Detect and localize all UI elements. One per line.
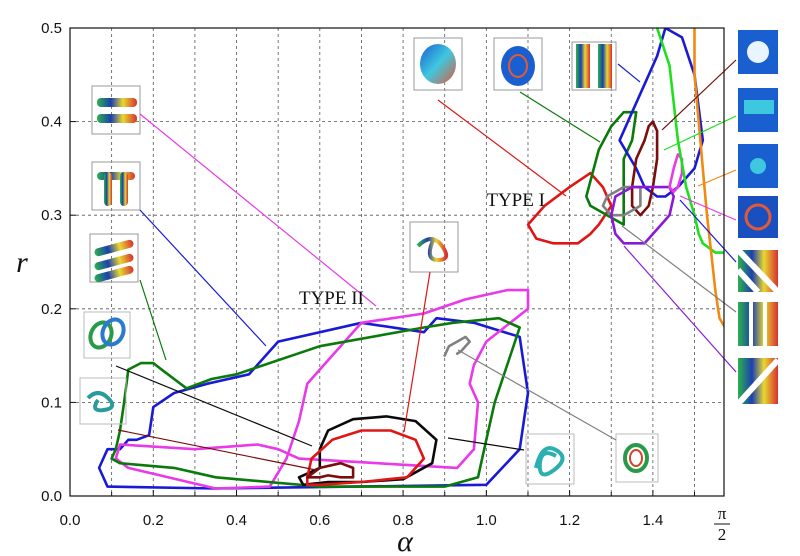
thumbnail-crossed-tubes [89, 233, 139, 283]
series-curve-8 [585, 110, 638, 226]
arrow-gray-type1 [621, 225, 737, 313]
thumbnail-tangled [409, 221, 459, 273]
arrow-red-type1 [437, 99, 567, 197]
arrow-magenta-type1 [679, 195, 737, 221]
x-tick-label: 1.0 [476, 512, 497, 529]
arrow-magenta-type2 [139, 113, 377, 307]
y-tick-label: 0.2 [41, 301, 62, 318]
arrow-green-type2 [139, 279, 167, 361]
y-axis-title: r [16, 246, 28, 279]
axis-ticks [69, 27, 696, 497]
thumbnail-trefoil [525, 433, 575, 485]
series-curve-10 [630, 120, 659, 217]
x-tick-label: 1.4 [642, 512, 663, 529]
series-curve-3 [297, 415, 438, 487]
arrow-green-type1 [519, 91, 601, 143]
arrow-black-type2 [115, 365, 313, 447]
arrow-black-knot [447, 437, 525, 451]
grid-lines [70, 28, 724, 496]
arrow-purple-type1 [623, 245, 737, 373]
thumbnail-diagonal-stripes-2 [735, 357, 781, 407]
series-curve-4 [306, 429, 426, 487]
series-curve-11 [601, 185, 642, 217]
thumbnail-knot-small [79, 377, 127, 425]
arrow-orange-type1 [697, 169, 737, 187]
x-tick-label: 0.4 [226, 512, 247, 529]
region-label-0: TYPE II [299, 288, 364, 309]
arrow-blue-type2 [139, 209, 267, 347]
x-tick-label: 0.2 [143, 512, 164, 529]
thumbnail-tubes-horizontal [91, 85, 141, 135]
x-tick-label: 1.2 [559, 512, 580, 529]
arrow-blue-type1 [617, 63, 641, 83]
region-label-1: TYPE I [486, 190, 545, 211]
thumbnail-cube-pores [738, 196, 778, 238]
arrow-red-type2 [403, 271, 431, 433]
arrow-blue2-type1 [679, 199, 737, 263]
tick-labels: 0.0 0.1 0.2 0.3 0.4 0.5 0.0 0.2 0.4 0.6 0.8 1.0 1.2 1… [41, 20, 663, 529]
thumbnail-cylinder-noisy [413, 37, 463, 91]
thumbnail-cube-channel [738, 88, 778, 132]
thumbnail-pi-tubes [91, 161, 141, 211]
series-curve-9 [618, 28, 705, 198]
arrow-darkred-type2 [117, 429, 317, 471]
plot-frame [69, 27, 725, 497]
y-tick-label: 0.3 [41, 207, 62, 224]
x-axis-title: α [397, 525, 414, 556]
y-tick-label: 0.0 [41, 488, 62, 505]
y-tick-label: 0.4 [41, 114, 62, 131]
series-curve-0 [97, 316, 530, 490]
thumbnail-vertical-stripes [738, 302, 778, 346]
series-curve-5 [306, 461, 355, 479]
series-curve-6 [443, 335, 471, 357]
series-curve-14 [655, 28, 724, 254]
arrow-gray-type2 [457, 349, 617, 441]
thumbnail-cylinder-rings [493, 37, 543, 91]
x-tick-label: 0.8 [393, 512, 414, 529]
series-curve-1 [114, 288, 530, 490]
y-tick-label: 0.1 [41, 394, 62, 411]
thumbnail-cube-holes [738, 30, 778, 74]
x-tick-label: 0.6 [309, 512, 330, 529]
thumbnail-cube-center [738, 144, 778, 188]
x-end-label-denominator: 2 [718, 525, 727, 544]
thumbnail-ring-stack [615, 433, 659, 483]
series-curve-15 [693, 28, 724, 329]
series-curve-2 [110, 316, 521, 488]
x-end-label-numerator: π [718, 504, 727, 523]
thumbnail-slabs [571, 41, 617, 91]
region-labels: TYPE II TYPE I [299, 190, 545, 309]
y-tick-label: 0.5 [41, 20, 62, 37]
x-tick-label: 0.0 [60, 512, 81, 529]
thumbnail-diagonal-stripes-1 [735, 247, 781, 295]
thumbnail-linked-rings [83, 311, 131, 359]
series-curve-12 [610, 185, 675, 245]
x-end-fraction-label: π 2 [714, 504, 730, 544]
